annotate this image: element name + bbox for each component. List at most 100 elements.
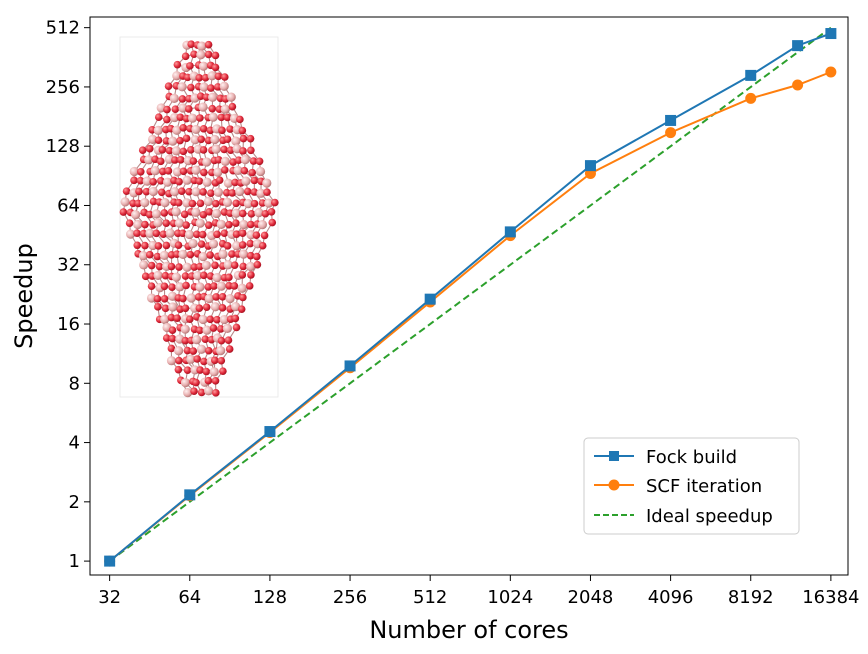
silicon-atom <box>170 112 180 123</box>
oxygen-atom <box>173 314 181 322</box>
oxygen-atom <box>162 334 171 342</box>
oxygen-atom <box>204 346 213 355</box>
oxygen-atom <box>236 115 244 124</box>
silicon-atom <box>237 283 247 293</box>
oxygen-atom <box>245 282 254 290</box>
oxygen-atom <box>255 157 264 166</box>
oxygen-atom <box>173 60 182 69</box>
oxygen-atom <box>154 242 163 250</box>
silicon-atom <box>171 272 181 282</box>
plot-area-frame <box>89 16 849 576</box>
oxygen-atom <box>185 187 193 196</box>
oxygen-atom <box>260 231 269 240</box>
silicon-atom <box>220 156 230 166</box>
oxygen-atom <box>179 167 188 176</box>
silicon-atom <box>223 178 233 188</box>
silicon-atom <box>145 228 155 238</box>
oxygen-atom <box>164 167 173 175</box>
silicon-atom <box>219 314 229 325</box>
oxygen-atom <box>141 272 150 281</box>
silicon-atom <box>175 282 185 292</box>
silicon-atom <box>142 176 152 186</box>
oxygen-atom <box>136 168 145 176</box>
oxygen-atom <box>258 199 267 207</box>
silicon-atom <box>231 208 241 218</box>
silicon-atom <box>208 112 218 122</box>
oxygen-atom <box>154 136 163 145</box>
oxygen-atom <box>213 230 221 239</box>
silicon-atom <box>188 113 198 123</box>
legend-fock-label: Fock build <box>646 447 737 468</box>
silicon-atom <box>233 165 243 176</box>
oxygen-atom <box>171 105 180 114</box>
silicon-atom <box>256 188 266 198</box>
fock-build-marker <box>792 40 804 52</box>
silicon-atom <box>257 220 268 230</box>
oxygen-atom <box>250 188 259 196</box>
oxygen-atom <box>231 178 239 187</box>
oxygen-atom <box>237 305 246 313</box>
oxygen-atom <box>180 210 189 219</box>
oxygen-atom <box>162 241 171 250</box>
oxygen-atom <box>228 102 237 111</box>
oxygen-atom <box>218 126 226 135</box>
silicon-atom <box>201 260 211 270</box>
silicon-atom <box>202 157 212 167</box>
oxygen-atom <box>206 272 215 280</box>
oxygen-atom <box>181 336 190 345</box>
oxygen-atom <box>197 240 206 248</box>
oxygen-atom <box>196 92 205 100</box>
oxygen-atom <box>145 250 154 259</box>
silicon-atom <box>246 261 256 272</box>
silicon-atom <box>238 249 249 259</box>
y-tick-label: 128 <box>46 136 80 157</box>
silicon-atom <box>153 270 163 280</box>
silicon-atom <box>138 251 149 261</box>
legend-scf-marker <box>608 479 620 491</box>
silicon-atom <box>240 155 250 165</box>
scf-iteration-marker <box>665 127 677 139</box>
oxygen-atom <box>159 167 167 176</box>
oxygen-atom <box>163 115 171 124</box>
oxygen-atom <box>239 293 247 302</box>
oxygen-atom <box>190 50 198 59</box>
silicon-atom <box>160 197 170 208</box>
oxygen-atom <box>181 304 190 313</box>
silicon-atom <box>140 197 150 208</box>
silicon-atom <box>191 165 201 175</box>
oxygen-atom <box>250 176 259 185</box>
x-tick-label: 128 <box>253 587 287 608</box>
legend-ideal-label: Ideal speedup <box>646 506 773 527</box>
silicon-atom <box>191 124 201 135</box>
oxygen-atom <box>228 250 236 258</box>
oxygen-atom <box>162 137 171 145</box>
oxygen-atom <box>158 146 167 154</box>
oxygen-atom <box>211 63 220 72</box>
oxygen-atom <box>186 315 194 323</box>
oxygen-atom <box>239 262 248 271</box>
oxygen-atom <box>156 157 165 166</box>
silicon-atom <box>243 198 253 209</box>
silicon-atom <box>172 125 182 135</box>
oxygen-atom <box>193 355 201 363</box>
oxygen-atom <box>182 134 191 143</box>
oxygen-atom <box>202 367 211 376</box>
oxygen-atom <box>175 356 183 365</box>
oxygen-atom <box>246 220 255 229</box>
oxygen-atom <box>215 176 224 185</box>
oxygen-atom <box>155 262 164 271</box>
legend-box <box>583 437 800 535</box>
oxygen-atom <box>204 221 213 230</box>
oxygen-atom <box>181 52 190 61</box>
oxygen-atom <box>207 189 215 197</box>
oxygen-atom <box>179 124 188 132</box>
fock-build-marker <box>344 360 356 372</box>
oxygen-atom <box>234 156 243 165</box>
oxygen-atom <box>225 273 233 282</box>
oxygen-atom <box>204 283 213 291</box>
oxygen-atom <box>195 74 204 82</box>
oxygen-atom <box>232 323 241 332</box>
oxygen-atom <box>223 113 232 122</box>
oxygen-atom <box>238 126 247 135</box>
oxygen-atom <box>213 315 221 324</box>
